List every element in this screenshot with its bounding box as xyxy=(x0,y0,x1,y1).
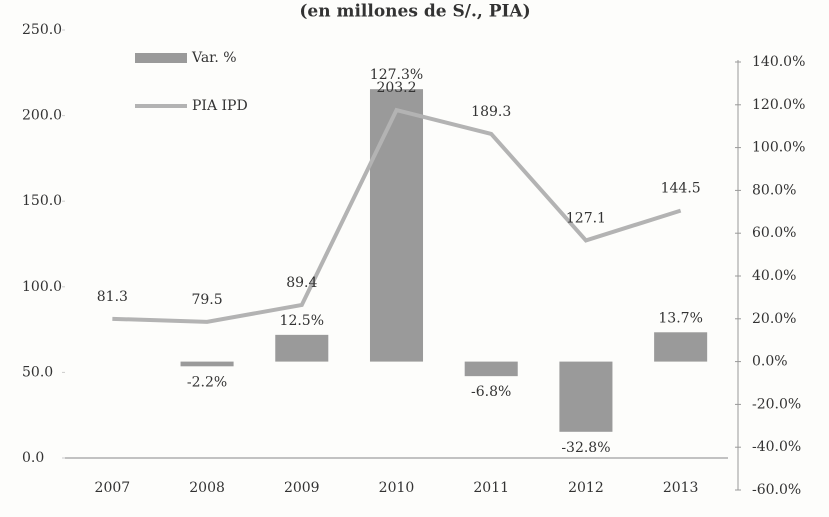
bar xyxy=(464,361,518,377)
line-label: 144.5 xyxy=(661,181,701,197)
chart-subtitle: (en millones de S/., PIA) xyxy=(299,2,530,22)
y-tick-label: 50.0 xyxy=(22,364,53,380)
line-label: 89.4 xyxy=(286,275,317,291)
bar-label: 12.5% xyxy=(280,313,324,329)
x-tick-label: 2013 xyxy=(663,480,699,496)
bar-label: -2.2% xyxy=(187,374,227,390)
y2-tick-label: -60.0% xyxy=(752,482,801,498)
y-tick-label: 150.0 xyxy=(22,193,62,209)
y2-tick-label: 120.0% xyxy=(752,97,805,113)
legend-label: PIA IPD xyxy=(192,98,248,114)
y-tick-label: 100.0 xyxy=(22,279,62,295)
y2-tick-label: 100.0% xyxy=(752,140,805,156)
y2-tick-label: 0.0% xyxy=(752,354,788,370)
x-tick-label: 2009 xyxy=(284,480,320,496)
bar-label: 127.3% xyxy=(370,67,423,83)
bar-label: -32.8% xyxy=(561,440,610,456)
legend-label: Var. % xyxy=(191,50,237,66)
y2-tick-label: 40.0% xyxy=(752,268,796,284)
y2-tick-label: -40.0% xyxy=(752,439,801,455)
x-tick-label: 2008 xyxy=(189,480,225,496)
y2-tick-label: -20.0% xyxy=(752,396,801,412)
line-label: 81.3 xyxy=(97,289,128,305)
line-label: 203.2 xyxy=(376,80,416,96)
x-tick-label: 2011 xyxy=(473,480,509,496)
y2-tick-label: 20.0% xyxy=(752,311,796,327)
y-tick-label: 200.0 xyxy=(22,108,62,124)
bar xyxy=(559,361,613,432)
legend-swatch xyxy=(135,53,187,63)
line-label: 79.5 xyxy=(191,292,222,308)
line-label: 127.1 xyxy=(566,210,606,226)
line-label: 189.3 xyxy=(471,104,511,120)
bar xyxy=(180,361,234,367)
y2-tick-label: 60.0% xyxy=(752,225,796,241)
bar xyxy=(275,334,329,362)
bar-label: 13.7% xyxy=(658,310,702,326)
bar-label: -6.8% xyxy=(471,384,511,400)
bar xyxy=(654,332,708,362)
y2-tick-label: 80.0% xyxy=(752,182,796,198)
y2-tick-label: 140.0% xyxy=(752,54,805,70)
x-tick-label: 2007 xyxy=(95,480,131,496)
bar xyxy=(369,89,424,362)
x-tick-label: 2012 xyxy=(568,480,604,496)
line xyxy=(112,107,682,324)
y-tick-label: 0.0 xyxy=(22,450,44,466)
y-tick-label: 250.0 xyxy=(22,22,62,38)
x-tick-label: 2010 xyxy=(379,480,415,496)
